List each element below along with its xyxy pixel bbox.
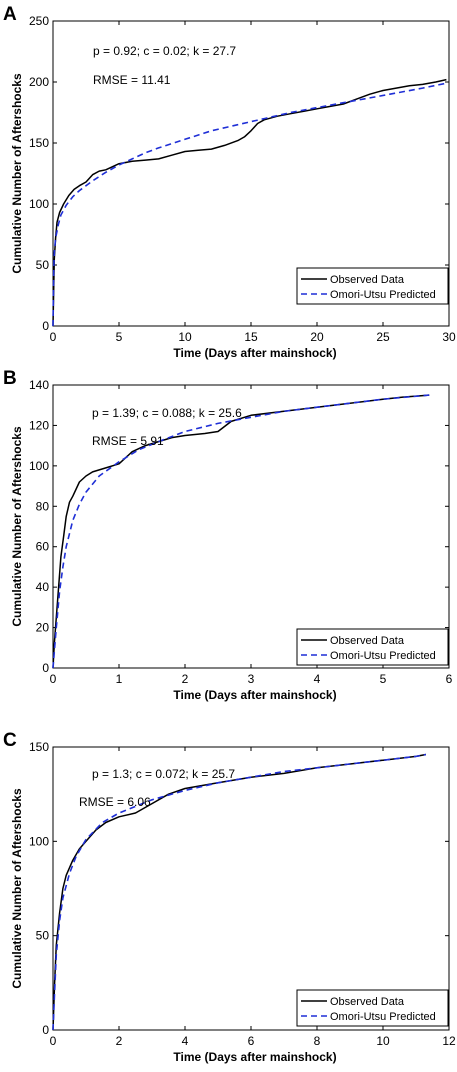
y-tick-label: 20	[36, 621, 50, 635]
x-tick-label: 15	[244, 330, 258, 344]
y-axis-label: Cumulative Number of Aftershocks	[10, 73, 24, 274]
legend-entry-label: Omori-Utsu Predicted	[330, 650, 436, 662]
omori-utsu-predicted-line	[52, 394, 430, 669]
legend-entry-label: Omori-Utsu Predicted	[330, 1011, 436, 1023]
y-axis-label: Cumulative Number of Aftershocks	[10, 426, 24, 627]
y-tick-label: 0	[42, 661, 49, 675]
y-tick-label: 100	[29, 459, 49, 473]
y-tick-label: 150	[29, 740, 49, 754]
y-tick-label: 120	[29, 418, 49, 432]
x-tick-label: 30	[442, 330, 456, 344]
plot-frame	[52, 746, 450, 1031]
parameter-annotation: p = 1.39; c = 0.088; k = 25.6	[92, 406, 242, 420]
panel-label: B	[3, 368, 17, 389]
x-tick-label: 0	[50, 1034, 57, 1048]
y-tick-label: 80	[36, 499, 50, 513]
y-tick-label: 100	[29, 197, 49, 211]
x-tick-label: 2	[116, 1034, 123, 1048]
x-tick-label: 4	[314, 672, 321, 686]
x-tick-label: 10	[376, 1034, 390, 1048]
y-tick-label: 40	[36, 580, 50, 594]
x-axis-label: Time (Days after mainshock)	[173, 346, 336, 360]
legend-entry-label: Omori-Utsu Predicted	[330, 289, 436, 301]
panel-label: C	[3, 730, 17, 751]
y-tick-label: 50	[36, 929, 50, 943]
panel-label: A	[3, 4, 17, 25]
legend-box	[296, 267, 449, 305]
rmse-annotation: RMSE = 11.41	[93, 73, 171, 87]
legend-entry-label: Observed Data	[330, 274, 405, 286]
x-tick-label: 10	[178, 330, 192, 344]
legend-entry-label: Observed Data	[330, 635, 405, 647]
x-tick-label: 6	[446, 672, 453, 686]
y-tick-label: 140	[29, 378, 49, 392]
y-tick-label: 60	[36, 540, 50, 554]
plot-frame	[52, 384, 450, 669]
legend-entry-label: Observed Data	[330, 996, 405, 1008]
rmse-annotation: RMSE = 6.06	[79, 795, 151, 809]
y-tick-label: 100	[29, 834, 49, 848]
y-tick-label: 50	[36, 258, 50, 272]
legend-box	[296, 989, 449, 1027]
parameter-annotation: p = 0.92; c = 0.02; k = 27.7	[93, 44, 236, 58]
x-tick-label: 3	[248, 672, 255, 686]
legend: Observed Data Omori-Utsu Predicted	[296, 267, 449, 305]
y-tick-label: 0	[42, 1023, 49, 1037]
omori-utsu-predicted-line	[52, 82, 447, 327]
x-tick-label: 1	[116, 672, 123, 686]
omori-utsu-predicted-line	[52, 753, 427, 1031]
rmse-annotation: RMSE = 5.91	[92, 434, 164, 448]
x-tick-label: 8	[314, 1034, 321, 1048]
x-axis-label: Time (Days after mainshock)	[173, 1050, 336, 1064]
x-tick-label: 6	[248, 1034, 255, 1048]
observed-data-line	[52, 753, 427, 1031]
chart-panel-c: C 0 2 4 6 8 10 12 0 50 100 150 Time (Days after main…	[3, 730, 456, 1064]
legend: Observed Data Omori-Utsu Predicted	[296, 628, 449, 666]
x-tick-label: 0	[50, 330, 57, 344]
legend: Observed Data Omori-Utsu Predicted	[296, 989, 449, 1027]
y-tick-label: 0	[42, 319, 49, 333]
x-tick-label: 2	[182, 672, 189, 686]
x-tick-label: 20	[310, 330, 324, 344]
x-tick-label: 0	[50, 672, 57, 686]
x-tick-label: 5	[380, 672, 387, 686]
y-tick-label: 200	[29, 75, 49, 89]
y-axis-label: Cumulative Number of Aftershocks	[10, 788, 24, 989]
y-tick-label: 150	[29, 136, 49, 150]
observed-data-line	[52, 78, 447, 327]
x-tick-label: 5	[116, 330, 123, 344]
x-tick-label: 12	[442, 1034, 456, 1048]
chart-panel-a: A 0 5 10 15 20 25 30 0 50 100 150 200 250 Time (Days a…	[3, 4, 456, 360]
y-tick-label: 250	[29, 14, 49, 28]
x-tick-label: 4	[182, 1034, 189, 1048]
parameter-annotation: p = 1.3; c = 0.072; k = 25.7	[92, 767, 235, 781]
legend-box	[296, 628, 449, 666]
x-tick-label: 25	[376, 330, 390, 344]
x-axis-label: Time (Days after mainshock)	[173, 688, 336, 702]
